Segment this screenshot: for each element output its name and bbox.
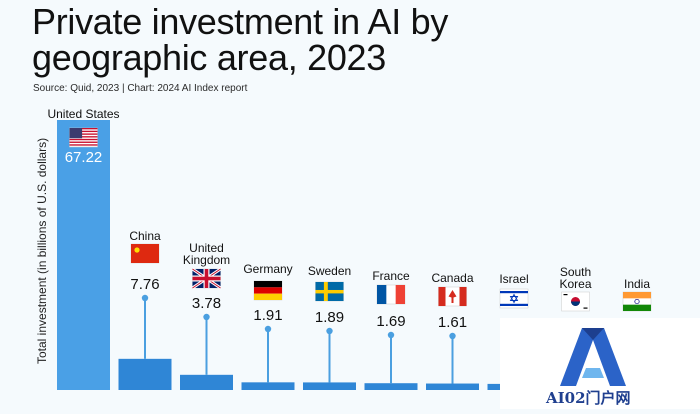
value-label-2: 3.78 [192,295,221,312]
flag-china-icon [130,243,160,264]
bar-stem-dot-4 [326,327,333,335]
chart-title: Private investment in AI by geographic a… [32,1,449,78]
value-label-5: 1.69 [376,313,405,330]
bar-stem-dot-3 [264,325,272,333]
bar-stem-dot-5 [387,331,395,339]
category-label-4: Sweden [308,264,351,278]
flag-sweden-icon [315,281,344,302]
flag-germany-icon [253,280,283,301]
category-label-2: United [189,241,224,255]
bar-stem-dot-6 [449,332,456,340]
watermark-text: AI02门户网 [546,389,631,407]
bar-stem-dot-1 [141,294,149,302]
watermark-box [500,318,700,409]
flag-india-icon [622,291,652,312]
bar-stem-dot-2 [203,313,210,321]
y-axis-label: Total investment (in billions of U.S. do… [35,138,49,364]
bar-3 [241,382,295,390]
bar-5 [364,383,418,390]
bar-1 [118,358,172,390]
bar-6 [426,383,479,390]
flag-uk-icon [191,267,222,290]
value-label-1: 7.76 [130,276,159,293]
flag-canada-icon [438,286,467,307]
category-label-0: United States [47,107,119,121]
chart-source: Source: Quid, 2023 | Chart: 2024 AI Inde… [33,83,248,94]
value-label-3: 1.91 [253,307,282,324]
category-label-1: China [129,229,161,243]
value-label-6: 1.61 [438,314,467,331]
category-label-7: Israel [499,272,528,286]
flag-israel-icon [499,288,529,309]
category-label-5: France [372,269,410,283]
value-label-4: 1.89 [315,309,344,326]
category-label-3: Germany [243,262,292,276]
flag-france-icon [376,284,406,305]
value-label-0: 67.22 [65,149,103,166]
watermark-logo-icon [560,328,626,386]
category-label-2: Kingdom [183,253,230,267]
flag-south-korea-icon [561,291,590,312]
bar-2 [180,374,233,390]
bar-4 [303,382,356,390]
flag-usa-icon [69,127,98,148]
bar-0 [57,120,110,390]
category-label-9: India [624,277,650,291]
category-label-6: Canada [431,271,473,285]
category-label-8: Korea [559,277,591,291]
category-label-8: South [560,265,591,279]
